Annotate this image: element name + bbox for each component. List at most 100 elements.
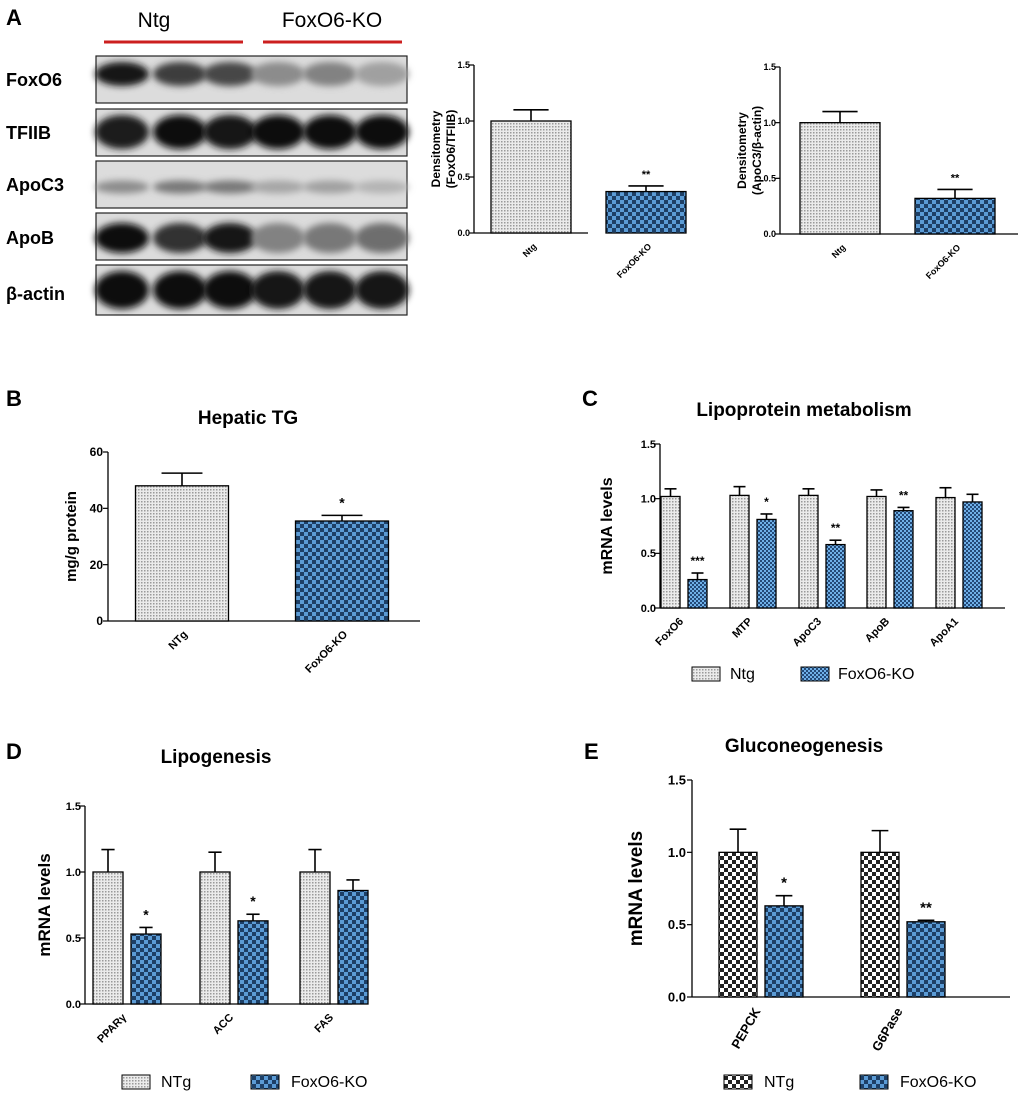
y-tick-label: 0.0 (66, 999, 81, 1011)
bar (92, 871, 124, 1005)
y-tick-label: 0.5 (668, 917, 686, 932)
x-category-label: FoxO6 (653, 616, 686, 649)
blot-band (203, 223, 257, 253)
blot-band (251, 223, 305, 253)
y-tick-label: 0.5 (763, 173, 776, 183)
y-axis-label: mRNA levels (35, 853, 54, 956)
significance-marker: ** (831, 521, 841, 535)
y-axis-label: mRNA levels (626, 831, 647, 946)
y-axis-label: mg/g protein (63, 491, 80, 582)
bar (914, 197, 996, 235)
y-axis-label: mRNA levels (599, 477, 616, 574)
x-category-label: ApoC3 (791, 616, 825, 650)
y-tick-label: 1.5 (66, 801, 81, 813)
chart-title: Lipogenesis (161, 747, 272, 768)
blot-row-label: ApoB (6, 228, 54, 248)
chart-title: Lipoprotein metabolism (696, 400, 911, 421)
bar (605, 190, 687, 234)
significance-marker: ** (951, 172, 960, 184)
blot-band (303, 115, 357, 149)
bar (962, 501, 983, 609)
y-tick-label: 0.0 (763, 229, 776, 239)
chart-title: Gluconeogenesis (725, 736, 883, 757)
y-axis-label: (FoxO6/TFIIB) (444, 110, 458, 189)
x-category-label: NTg (167, 629, 191, 653)
x-category-label: FAS (312, 1012, 336, 1036)
y-tick-label: 0.5 (457, 172, 470, 182)
y-tick-label: 1.0 (641, 494, 656, 506)
blot-band (153, 223, 207, 253)
y-tick-label: 0.5 (66, 933, 81, 945)
significance-marker: * (781, 875, 787, 892)
y-tick-label: 1.0 (457, 116, 470, 126)
blot-band (303, 180, 357, 194)
x-category-label: PEPCK (728, 1004, 764, 1051)
significance-marker: * (764, 495, 769, 509)
y-tick-label: 1.0 (763, 118, 776, 128)
chart-d-lipogenesis: Lipogenesis 0.0 0.5 1.0 1.5 mRNA levels * PPARγ… (35, 747, 369, 1091)
y-axis-label: Densitometry (735, 112, 749, 189)
blot-band (153, 115, 207, 149)
bar (860, 851, 900, 998)
blot-band (303, 271, 357, 309)
chart-b-hepatic-tg: Hepatic TG 0 20 40 60 mg/g protein NTg * FoxO6-K… (63, 408, 420, 676)
y-tick-label: 1.0 (668, 845, 686, 860)
x-category-label: Ntg (830, 242, 848, 260)
blot-band (355, 180, 409, 194)
blot-band (153, 180, 207, 194)
significance-marker: * (250, 893, 256, 909)
bar (764, 905, 804, 998)
x-category-label: MTP (730, 616, 755, 641)
bar (294, 520, 390, 622)
bar (299, 871, 331, 1005)
legend-label: FoxO6-KO (291, 1074, 367, 1091)
y-tick-label: 0.0 (641, 603, 656, 615)
blot-band (203, 62, 257, 86)
bar (718, 851, 758, 998)
panel-label-c: C (582, 386, 598, 411)
bar (906, 921, 946, 998)
blot-band (203, 271, 257, 309)
y-tick-label: 1.5 (457, 60, 470, 70)
bar (337, 889, 369, 1005)
y-tick-label: 0.0 (668, 990, 686, 1005)
x-category-label: FoxO6-KO (924, 242, 963, 281)
blot-band (303, 62, 357, 86)
blot-band (153, 62, 207, 86)
x-category-label: FoxO6-KO (303, 628, 350, 675)
y-tick-label: 40 (90, 502, 104, 516)
y-tick-label: 1.5 (763, 62, 776, 72)
bar (660, 495, 681, 609)
bar (729, 494, 750, 609)
significance-marker: *** (690, 554, 704, 568)
blot-band (95, 62, 149, 86)
bar (825, 543, 846, 609)
y-tick-label: 0.5 (641, 548, 656, 560)
chart-c-lipoprotein-metabolism: Lipoprotein metabolism 0.0 0.5 1.0 1.5 mRNA l… (599, 400, 1005, 683)
bar (490, 120, 572, 234)
significance-marker: ** (642, 169, 651, 181)
y-tick-label: 0.0 (457, 228, 470, 238)
bar (756, 518, 777, 609)
blot-band (355, 223, 409, 253)
blot-band (251, 62, 305, 86)
legend-swatch (691, 666, 721, 682)
x-category-label: G6Pase (869, 1005, 906, 1054)
y-tick-label: 0 (96, 614, 103, 628)
y-tick-label: 1.5 (668, 773, 686, 788)
blot-row-label: FoxO6 (6, 70, 62, 90)
legend-label: NTg (764, 1074, 794, 1091)
y-tick-label: 1.5 (641, 439, 656, 451)
x-category-label: ACC (211, 1012, 236, 1037)
blot-band (251, 180, 305, 194)
legend-swatch (723, 1074, 753, 1090)
bar (687, 578, 708, 609)
blot-band (355, 271, 409, 309)
significance-marker: ** (920, 899, 932, 916)
chart-title: Hepatic TG (198, 408, 298, 429)
legend-swatch (121, 1074, 151, 1090)
blot-band (251, 115, 305, 149)
panel-label-b: B (6, 386, 22, 411)
blot-band (95, 115, 149, 149)
